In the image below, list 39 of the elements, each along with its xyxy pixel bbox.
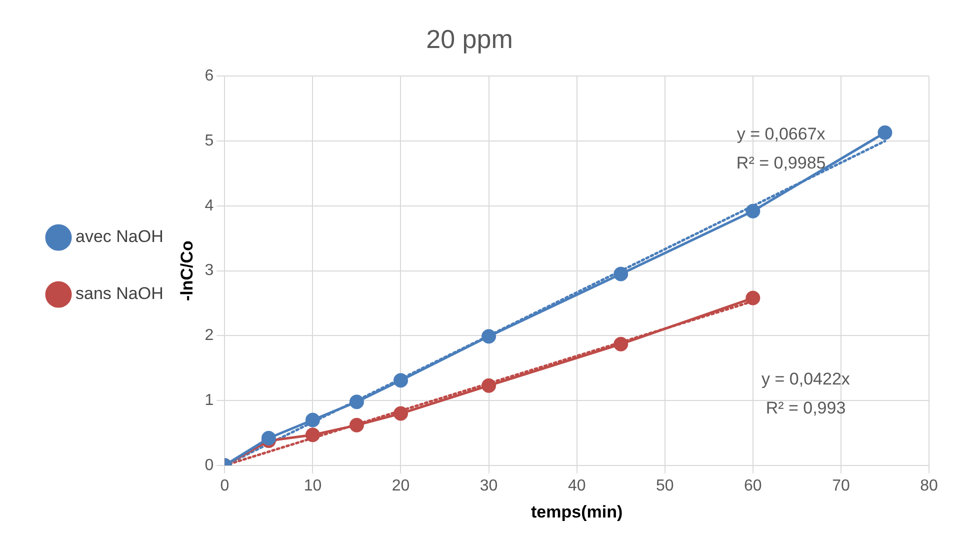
x-tick-label: 20 xyxy=(392,477,410,494)
y-tick-label: 6 xyxy=(204,68,214,85)
y-tick-label: 1 xyxy=(204,392,214,409)
point xyxy=(614,336,628,352)
x-tick-label: 50 xyxy=(656,477,674,494)
point xyxy=(393,406,408,421)
y-tick-label: 0 xyxy=(204,456,214,474)
point xyxy=(261,430,276,446)
point xyxy=(482,329,496,344)
x-tick-label: 0 xyxy=(220,477,230,494)
point xyxy=(349,394,364,410)
annotation: y = 0,0422x xyxy=(762,369,850,388)
point xyxy=(305,428,320,442)
point xyxy=(349,418,364,432)
annotation: y = 0,0667x xyxy=(736,124,826,144)
annotation: R² = 0,993 xyxy=(766,398,846,418)
y-tick-label: 2 xyxy=(204,327,214,344)
y-tick-label: 3 xyxy=(204,262,214,280)
point xyxy=(305,412,320,428)
point xyxy=(746,204,760,218)
point xyxy=(482,378,496,393)
x-tick-label: 40 xyxy=(568,477,586,494)
legend-label: sans NaOH xyxy=(76,284,164,304)
y-axis-title: -lnC/Co xyxy=(177,240,196,302)
point xyxy=(614,266,628,282)
y-tick-label: 5 xyxy=(204,132,214,150)
x-tick-label: 80 xyxy=(920,477,938,494)
chart-title: 20 ppm xyxy=(426,24,513,54)
point xyxy=(746,290,760,306)
point xyxy=(393,373,408,388)
x-axis-title: temps(min) xyxy=(531,502,623,522)
x-tick-label: 60 xyxy=(744,477,762,494)
x-tick-label: 10 xyxy=(304,477,322,494)
point xyxy=(878,125,892,140)
annotation: R² = 0,9985 xyxy=(736,153,826,172)
x-tick-label: 30 xyxy=(480,477,498,494)
y-tick-label: 4 xyxy=(204,197,214,214)
legend-label: avec NaOH xyxy=(76,227,164,246)
x-tick-label: 70 xyxy=(832,477,850,494)
